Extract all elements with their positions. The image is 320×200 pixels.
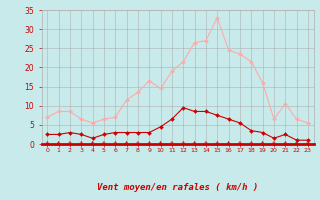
Text: Vent moyen/en rafales ( km/h ): Vent moyen/en rafales ( km/h )	[97, 183, 258, 192]
